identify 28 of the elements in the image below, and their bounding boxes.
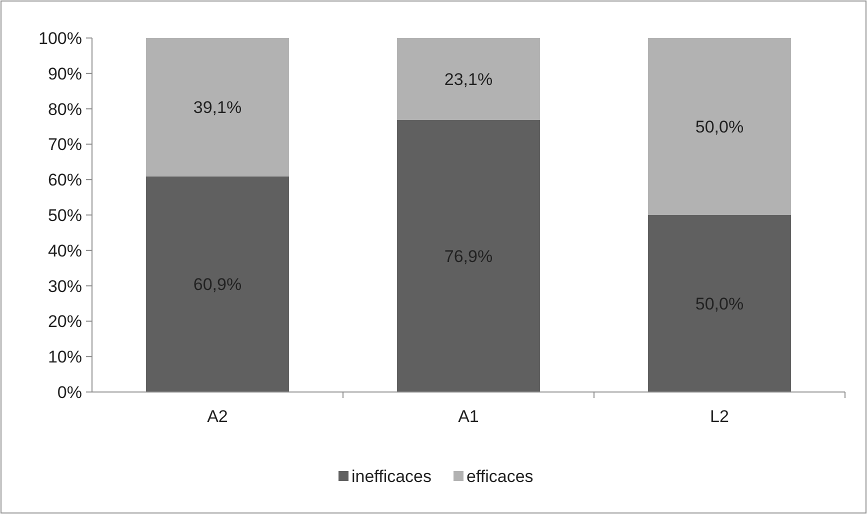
bar xyxy=(648,215,792,392)
data-label: 23,1% xyxy=(444,70,493,89)
bar xyxy=(146,176,290,392)
y-tick-label: 90% xyxy=(48,64,82,84)
x-tick-label: L2 xyxy=(710,407,729,426)
bar xyxy=(146,38,290,176)
data-label: 50,0% xyxy=(695,118,744,136)
bar xyxy=(396,38,540,120)
data-label: 76,9% xyxy=(444,246,493,266)
y-tick-label: 30% xyxy=(48,276,82,296)
y-tick-label: 100% xyxy=(38,29,82,48)
bar xyxy=(648,38,792,215)
x-tick-label: A1 xyxy=(458,407,479,426)
data-label: 39,1% xyxy=(193,98,242,118)
y-tick-label: 40% xyxy=(48,241,82,260)
legend-label: inefficaces xyxy=(352,467,432,486)
y-tick-label: 60% xyxy=(48,170,82,190)
y-tick-label: 0% xyxy=(57,383,82,402)
y-tick-label: 20% xyxy=(48,312,82,332)
y-tick-label: 80% xyxy=(48,100,82,119)
bar xyxy=(396,120,540,392)
data-label: 60,9% xyxy=(193,275,242,294)
y-tick-label: 50% xyxy=(48,206,82,225)
data-label: 50,0% xyxy=(695,294,744,314)
y-tick-label: 10% xyxy=(48,348,82,367)
x-tick-label: A2 xyxy=(207,407,228,426)
y-tick-label: 70% xyxy=(48,135,82,154)
legend-label: efficaces xyxy=(466,467,534,486)
